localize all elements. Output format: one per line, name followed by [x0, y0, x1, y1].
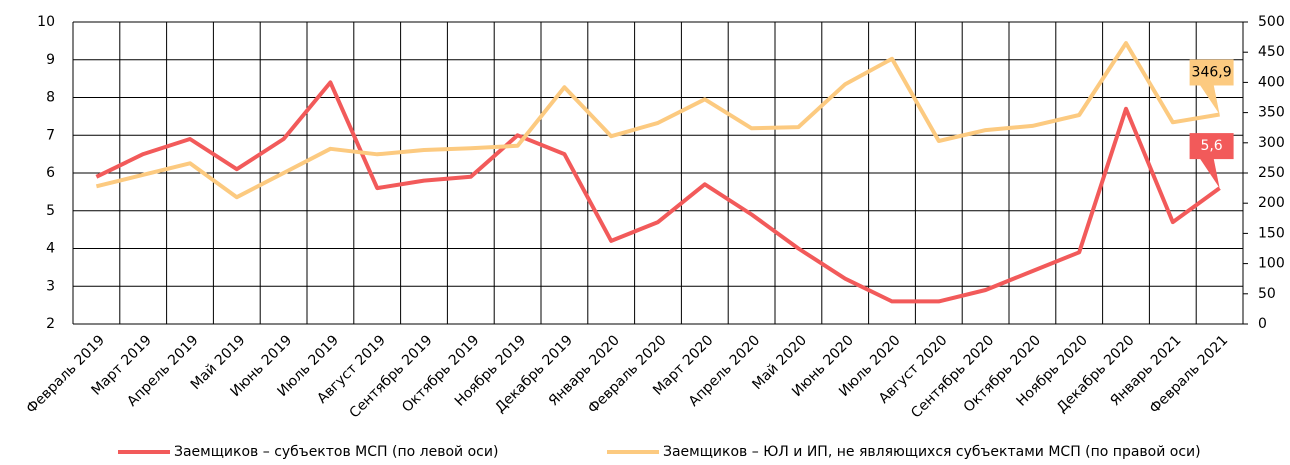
- y2-tick-label: 200: [1258, 195, 1285, 211]
- y-tick-label: 6: [46, 165, 55, 181]
- y2-tick-label: 150: [1258, 225, 1285, 241]
- y2-tick-label: 350: [1258, 105, 1285, 121]
- value-label: 346,9: [1192, 64, 1232, 80]
- y2-tick-label: 100: [1258, 256, 1285, 272]
- x-tick-label: Февраль 2019: [23, 332, 108, 417]
- value-label-pointer: [1199, 84, 1220, 115]
- y-tick-label: 3: [46, 278, 55, 294]
- series-line: [95, 80, 1221, 304]
- y-tick-label: 8: [46, 90, 55, 106]
- y2-tick-label: 450: [1258, 44, 1285, 60]
- value-label: 5,6: [1200, 138, 1222, 154]
- y2-tick-label: 0: [1258, 316, 1267, 332]
- y2-tick-label: 400: [1258, 74, 1285, 90]
- y-tick-label: 7: [46, 127, 55, 143]
- y-tick-label: 10: [37, 14, 55, 30]
- y-tick-label: 2: [46, 316, 55, 332]
- x-tick-label: Сентябрь 2020: [908, 332, 997, 421]
- legend-label: Заемщиков – ЮЛ и ИП, не являющихся субъе…: [663, 444, 1201, 460]
- value-label-box: [1189, 133, 1234, 160]
- y2-tick-label: 300: [1258, 135, 1285, 151]
- y-tick-label: 5: [46, 203, 55, 219]
- legend-label: Заемщиков – субъектов МСП (по левой оси): [174, 444, 498, 460]
- series-line: [95, 41, 1220, 200]
- y2-tick-label: 500: [1258, 14, 1285, 30]
- y-tick-label: 9: [46, 52, 55, 68]
- x-tick-label: Сентябрь 2019: [347, 332, 436, 421]
- y2-tick-label: 250: [1258, 165, 1285, 181]
- value-label-pointer: [1199, 158, 1220, 189]
- value-label-box: [1189, 59, 1234, 86]
- y-tick-label: 4: [46, 241, 55, 257]
- y2-tick-label: 50: [1258, 286, 1276, 302]
